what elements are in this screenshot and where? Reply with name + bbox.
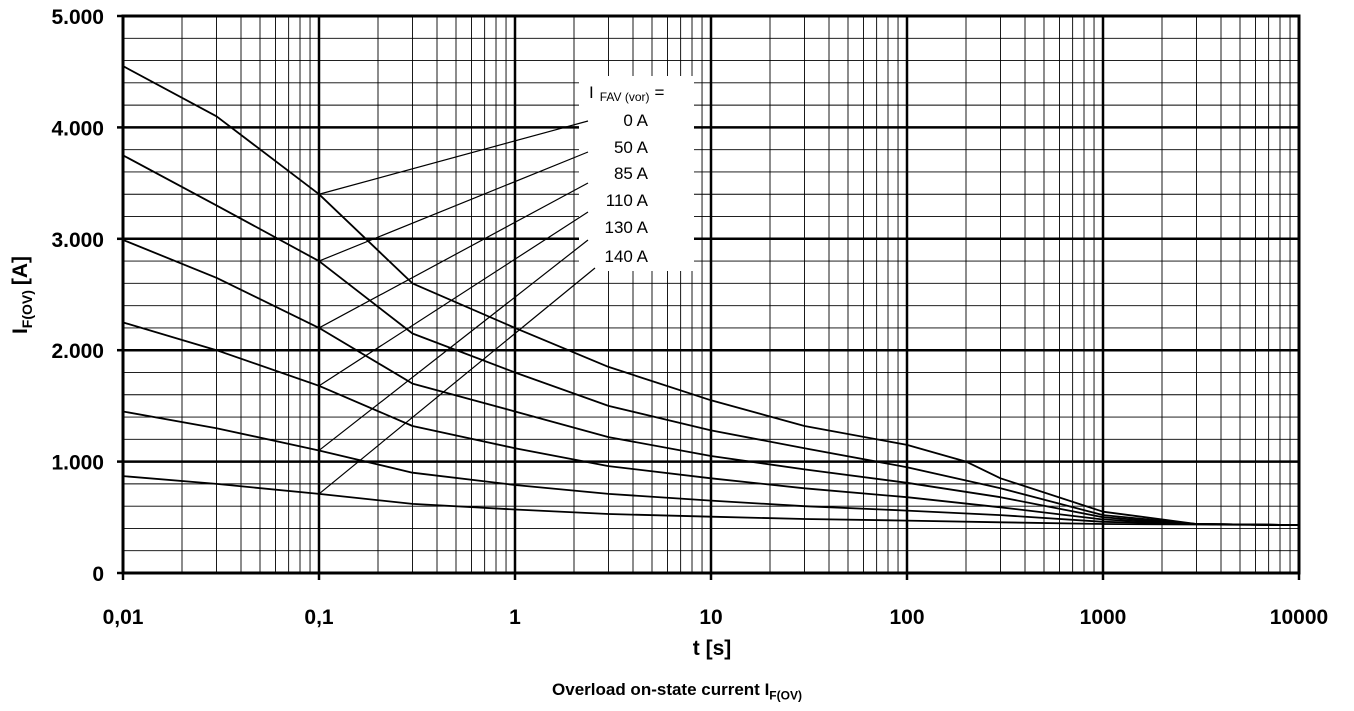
legend-background <box>579 76 694 271</box>
y-tick-label: 4.000 <box>51 117 104 140</box>
legend-title: I FAV (vor) = <box>589 83 665 104</box>
legend-title-suffix: = <box>655 83 665 102</box>
caption-sub: F(OV) <box>769 688 802 703</box>
legend-leader-line <box>318 151 589 262</box>
legend-leader-line <box>318 267 596 495</box>
legend: I FAV (vor) = 0 A 50 A 85 A 110 A 130 A 140 A <box>318 76 694 495</box>
y-axis-title-unit: [A] <box>9 256 32 285</box>
legend-leader-line <box>318 182 589 329</box>
legend-leader-line <box>318 120 589 195</box>
x-tick-label: 100 <box>889 606 924 629</box>
series-line-50a <box>122 154 1300 526</box>
legend-title-sub: FAV (vor) <box>600 90 650 104</box>
legend-entry: 130 A <box>605 218 649 237</box>
x-tick-label: 0,01 <box>103 606 144 629</box>
series-line-130a <box>122 410 1300 526</box>
x-tick-label: 1000 <box>1080 606 1127 629</box>
chart-caption: Overload on-state current IF(OV) <box>0 680 1354 702</box>
y-tick-label: 2.000 <box>51 340 104 363</box>
y-tick-label: 3.000 <box>51 229 104 252</box>
grid <box>117 14 1301 580</box>
legend-leader-line <box>318 239 589 451</box>
legend-entry: 85 A <box>614 164 649 183</box>
y-tick-label: 1.000 <box>51 452 104 475</box>
y-axis-title-main: I <box>9 328 32 334</box>
x-tick-label: 10 <box>699 606 722 629</box>
legend-title-main: I <box>589 83 594 102</box>
legend-entry: 140 A <box>605 247 649 266</box>
y-axis-title: IF(OV) [A] <box>9 256 35 334</box>
series-line-0a <box>122 65 1300 526</box>
legend-entry: 50 A <box>614 138 649 157</box>
legend-entry: 110 A <box>606 191 649 210</box>
legend-entry: 0 A <box>623 111 648 130</box>
x-tick-label: 10000 <box>1270 606 1328 629</box>
y-axis-title-sub: F(OV) <box>19 290 35 328</box>
x-tick-label: 1 <box>509 606 521 629</box>
x-tick-label: 0,1 <box>304 606 334 629</box>
x-axis-title: t [s] <box>693 637 732 660</box>
legend-leader-line <box>318 211 589 387</box>
y-tick-label: 0 <box>92 563 104 586</box>
y-tick-label: 5.000 <box>51 6 104 29</box>
caption-main: Overload on-state current I <box>552 680 770 699</box>
tick-labels: 0,01 0,1 1 10 100 1000 10000 0 1.000 2.000 3.000 4.… <box>51 6 1328 629</box>
